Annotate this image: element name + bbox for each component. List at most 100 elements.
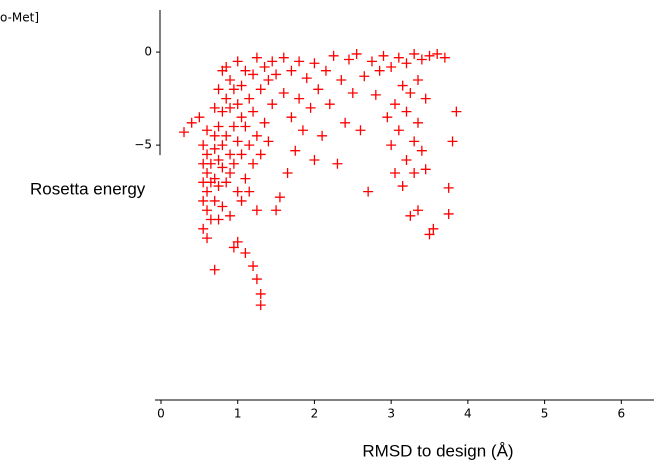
scatter-point [232,186,243,197]
scatter-point [409,48,420,59]
scatter-point [217,140,228,151]
scatter-point [251,130,262,141]
scatter-point [328,50,339,61]
scatter-point [439,52,450,63]
scatter-point [382,112,393,123]
scatter-point [202,205,213,216]
scatter-point [286,65,297,76]
scatter-point [213,214,224,225]
y-tick-label: 0 [144,45,152,59]
scatter-point [271,69,282,80]
scatter-point [386,140,397,151]
scatter-point [248,158,259,169]
scatter-point [255,288,266,299]
x-tick-label: 0 [157,407,165,421]
scatter-point [409,168,420,179]
scatter-point [251,205,262,216]
scatter-point [389,99,400,110]
scatter-point [428,223,439,234]
scatter-point [359,71,370,82]
scatter-point [202,233,213,244]
scatter-point [401,155,412,165]
scatter-point [232,136,243,147]
scatter-point [282,168,293,179]
scatter-point [244,140,255,151]
scatter-point [267,99,278,110]
scatter-point [309,58,320,69]
scatter-point [420,164,431,175]
scatter-point [259,61,270,72]
chart-title: o-Met] [0,11,39,25]
scatter-point [401,106,412,117]
scatter-point [294,56,305,67]
scatter-point [347,88,358,99]
scatter-point [297,125,308,136]
scatter-point [366,56,377,67]
scatter-point [209,102,220,113]
scatter-point [424,50,435,61]
x-tick-label: 3 [387,407,395,421]
scatter-point [378,50,389,61]
scatter-point [363,186,374,197]
scatter-point [405,88,416,99]
scatter-point [221,61,232,72]
scatter-point [213,181,224,192]
scatter-point [416,145,427,156]
scatter-point [386,61,397,72]
scatter-point [324,99,335,110]
scatter-point [447,136,458,147]
scatter-point [232,56,243,67]
scatter-point [309,155,320,165]
scatter-point [213,155,224,165]
scatter-point [263,75,274,85]
scatter-point [221,93,232,104]
scatter-point [240,65,251,76]
scatter-point [397,181,408,192]
scatter-point [305,102,316,113]
scatter-point [340,117,351,128]
scatter-point [370,89,381,100]
scatter-point [209,143,220,154]
scatter-point [244,186,255,197]
scatter-point [240,121,251,132]
scatter-point [209,173,220,184]
scatter-point [209,195,220,206]
scatter-point [320,65,331,76]
scatter-point [351,48,362,59]
scatter-point [198,195,209,206]
scatter-point [209,264,220,275]
scatter-point [240,173,251,184]
scatter-point [267,56,278,67]
scatter-point [202,186,213,197]
scatter-point [205,158,216,169]
scatter-point [451,106,462,117]
scatter-point [343,54,354,65]
scatter-point [420,93,431,104]
scatter-point [225,168,236,179]
y-axis-label: Rosetta energy [30,179,146,198]
scatter-point [278,52,289,63]
scatter-point [389,168,400,179]
scatter-point [179,127,190,138]
scatter-point [217,201,228,212]
scatter-point [294,93,305,104]
y-tick-label: −5 [134,138,152,152]
scatter-point [202,125,213,136]
scatter-point [228,121,239,132]
scatter-point [317,130,328,141]
scatter-point [248,69,259,80]
scatter-point [313,84,324,95]
scatter-point [221,177,232,188]
scatter-point [374,65,385,76]
scatter-point [236,80,247,91]
scatter-point [432,48,443,59]
scatter-point [255,84,266,95]
scatter-point [255,149,266,160]
scatter-point [228,158,239,169]
x-axis-label: RMSD to design (Å) [362,441,513,460]
scatter-point [409,136,420,147]
scatter-point [236,149,247,160]
scatter-point [413,205,424,216]
scatter-point [393,52,404,63]
